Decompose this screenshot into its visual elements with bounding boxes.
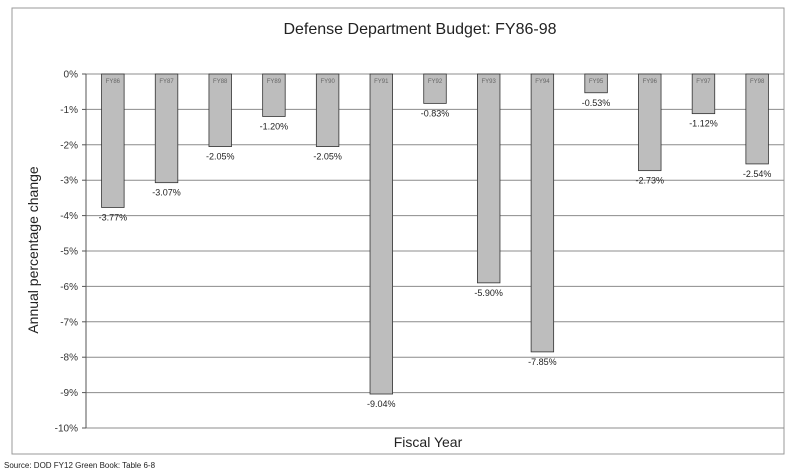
chart-title: Defense Department Budget: FY86-98 xyxy=(283,21,556,38)
category-label: FY90 xyxy=(320,79,335,85)
category-label: FY91 xyxy=(374,79,389,85)
grid-layer: 0% -1% -2% -3% -4% -5% -6% -7% -8% -9% -10% xyxy=(55,70,784,435)
y-tick-label: 0% xyxy=(64,70,79,81)
bar-layer: FY86 -3.77% FY87 -3.07% FY88 -2.05% FY89 -1.20%… xyxy=(99,73,772,409)
data-label: -3.77% xyxy=(99,212,128,222)
data-label: -3.07% xyxy=(152,188,181,198)
y-tick-label: -9% xyxy=(60,388,78,399)
category-label: FY97 xyxy=(696,79,711,85)
x-axis-label: Fiscal Year xyxy=(394,434,463,450)
data-label: -0.83% xyxy=(421,108,450,118)
chart-border xyxy=(11,7,785,455)
category-label: FY86 xyxy=(106,79,121,85)
bar-fy94 xyxy=(530,73,555,353)
source-note: Source: DOD FY12 Green Book: Table 6-8 xyxy=(4,461,156,470)
y-tick-label: -8% xyxy=(60,353,78,364)
data-label: -7.85% xyxy=(528,357,557,367)
bar-fy89 xyxy=(262,73,286,117)
y-tick-label: -6% xyxy=(60,282,78,293)
y-axis-label: Annual percentage change xyxy=(25,166,41,334)
data-label: -2.05% xyxy=(313,152,342,162)
category-label: FY96 xyxy=(643,79,658,85)
category-label: FY93 xyxy=(482,79,497,85)
bar-fy88 xyxy=(208,73,232,147)
bar-fy96 xyxy=(638,73,662,172)
category-label: FY88 xyxy=(213,79,228,85)
bar-fy92 xyxy=(423,73,447,104)
bar-fy93 xyxy=(477,73,501,284)
bar-fy86 xyxy=(101,73,125,208)
data-label: -1.12% xyxy=(689,119,718,129)
bar-fy95 xyxy=(584,73,608,94)
data-label: -5.90% xyxy=(474,288,503,298)
category-label: FY98 xyxy=(750,79,765,85)
bar-fy97 xyxy=(691,73,716,115)
bar-fy90 xyxy=(315,73,340,147)
data-label: -2.54% xyxy=(743,169,772,179)
data-label: -2.05% xyxy=(206,152,235,162)
bar-fy91 xyxy=(369,73,393,395)
y-tick-label: -5% xyxy=(60,247,78,258)
category-label: FY89 xyxy=(267,79,282,85)
category-label: FY92 xyxy=(428,79,443,85)
bar-fy87 xyxy=(154,73,179,184)
y-tick-label: -7% xyxy=(60,317,78,328)
data-label: -9.04% xyxy=(367,399,396,409)
y-tick-label: -3% xyxy=(60,176,78,187)
y-tick-label: -1% xyxy=(60,105,78,116)
bar-fy98 xyxy=(745,73,769,165)
data-label: -1.20% xyxy=(260,121,289,131)
y-tick-label: -4% xyxy=(60,211,78,222)
category-label: FY95 xyxy=(589,79,604,85)
y-tick-label: -2% xyxy=(60,140,78,151)
category-label: FY87 xyxy=(159,79,174,85)
y-tick-label: -10% xyxy=(55,424,78,435)
category-label: FY94 xyxy=(535,79,550,85)
data-label: -0.53% xyxy=(582,98,611,108)
data-label: -2.73% xyxy=(636,176,665,186)
